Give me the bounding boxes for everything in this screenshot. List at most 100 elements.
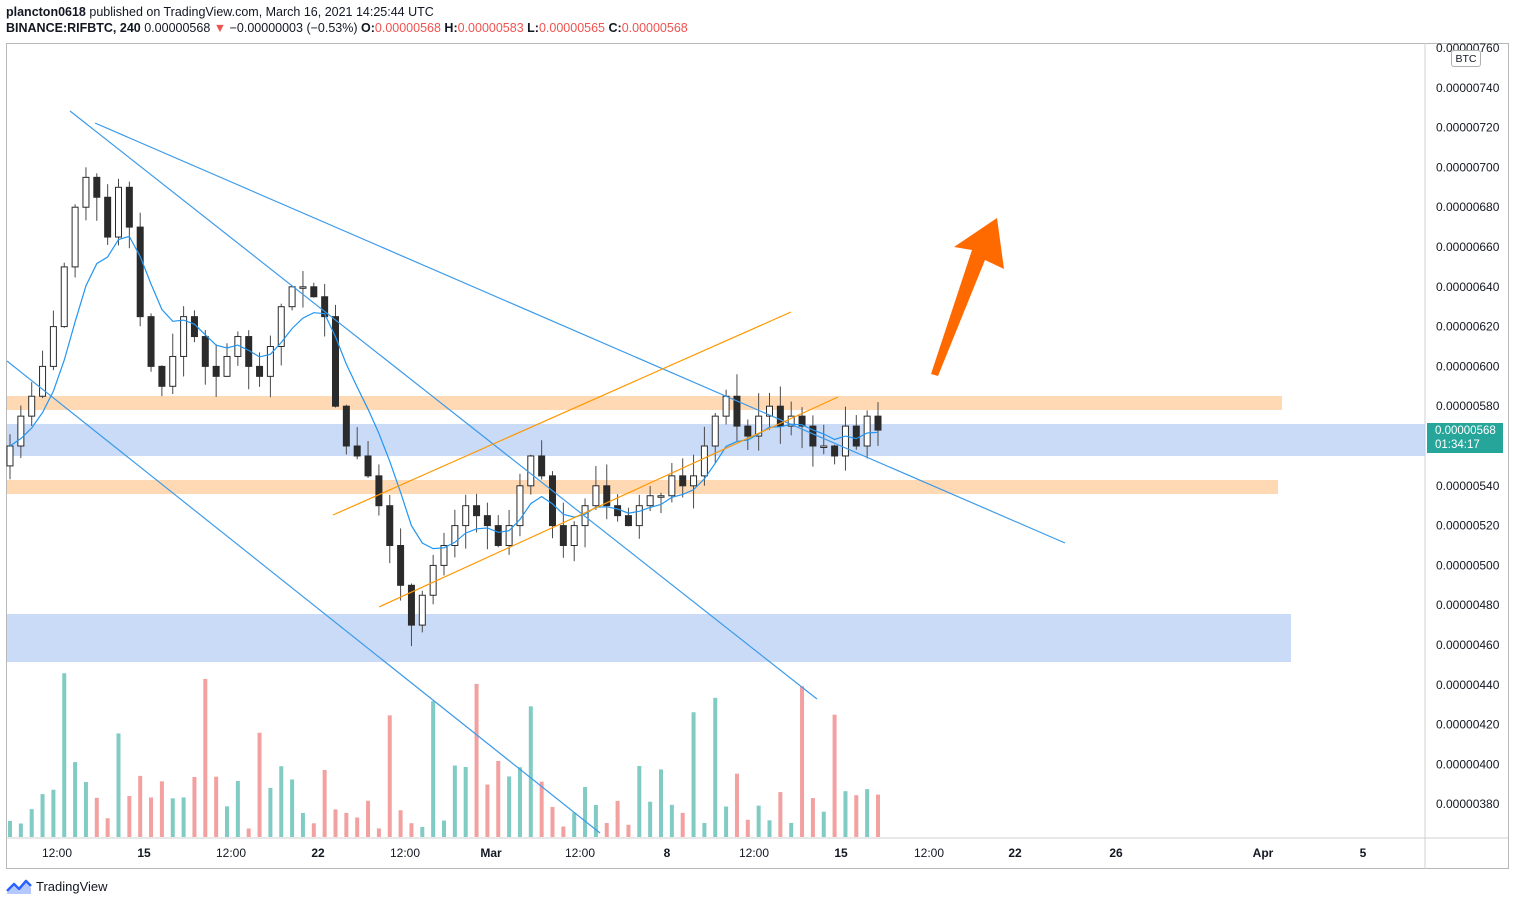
candle-body xyxy=(711,415,719,447)
volume-bar xyxy=(821,811,826,837)
candle-body xyxy=(256,365,264,377)
volume-bar xyxy=(669,804,674,837)
price-tick-label: 0.00000740 xyxy=(1436,81,1500,95)
current-price-value: 0.00000568 xyxy=(1435,425,1496,437)
candle-body xyxy=(646,495,654,507)
channel-upper-line[interactable] xyxy=(332,311,792,516)
bar-countdown: 01:34:17 xyxy=(1435,439,1480,451)
descending-trendline-steep[interactable] xyxy=(69,110,818,700)
volume-bar xyxy=(29,809,34,837)
drawing-tools[interactable] xyxy=(6,110,1066,834)
candle-body xyxy=(603,485,611,507)
volume-bar xyxy=(626,824,631,837)
candle-body xyxy=(494,525,502,546)
price-tick-label: 0.00000480 xyxy=(1436,598,1500,612)
candle-body xyxy=(39,365,47,397)
volume-bar xyxy=(355,817,360,837)
low-value: 0.00000565 xyxy=(538,21,606,35)
open-value: 0.00000568 xyxy=(374,21,441,35)
candle-body xyxy=(125,186,133,228)
bullish-arrow-icon[interactable] xyxy=(931,218,1004,376)
volume-bar xyxy=(149,797,154,837)
symbol-label: BINANCE:RIFBTC, 240 xyxy=(6,21,141,35)
volume-bar xyxy=(680,812,685,837)
candle-body xyxy=(657,495,665,498)
volume-bar xyxy=(116,733,121,837)
volume-bar xyxy=(832,714,837,837)
close-label: C: xyxy=(608,21,622,35)
candle-body xyxy=(386,505,394,547)
price-tick-label: 0.00000660 xyxy=(1436,240,1500,254)
candle-body xyxy=(614,505,622,517)
last-price: 0.00000568 xyxy=(144,21,211,35)
volume-bar xyxy=(62,673,67,837)
volume-bar xyxy=(876,794,880,837)
time-tick-label: 12:00 xyxy=(914,846,944,860)
volume-bar xyxy=(290,779,295,837)
candle-body xyxy=(700,445,708,477)
candle-body xyxy=(321,296,329,318)
channel-lower-line[interactable] xyxy=(378,396,839,608)
volume-bar xyxy=(225,806,229,837)
volume-bar xyxy=(843,791,848,837)
moving-average-line xyxy=(9,235,879,550)
candle-body xyxy=(332,316,339,407)
candle-body xyxy=(733,395,741,427)
volume-bar xyxy=(18,823,23,837)
resistance-zone-upper[interactable] xyxy=(7,396,1282,410)
candle-body xyxy=(581,505,589,527)
volume-bar xyxy=(604,823,609,837)
candle-body xyxy=(483,515,491,527)
candle-body xyxy=(310,286,318,298)
candle-body xyxy=(516,485,524,527)
candle-body xyxy=(115,186,122,238)
candle-body xyxy=(624,515,632,527)
volume-bar xyxy=(409,823,414,837)
price-tick-label: 0.00000500 xyxy=(1436,558,1500,572)
publish-line: plancton0618 published on TradingView.co… xyxy=(6,4,1106,20)
tradingview-brand[interactable]: TradingView xyxy=(36,878,108,894)
time-axis[interactable]: 12:00 15 12:00 22 12:00 Mar 12:00 8 12:00 15 12:00… xyxy=(42,846,1367,860)
low-label: L: xyxy=(527,21,539,35)
volume-bar xyxy=(387,715,392,837)
candle-body xyxy=(201,336,209,367)
descending-trendline-lower[interactable] xyxy=(6,360,601,834)
candle-body xyxy=(831,445,839,457)
candle-body xyxy=(342,405,350,447)
price-tick-label: 0.00000520 xyxy=(1436,519,1500,533)
volume-bar xyxy=(192,776,197,837)
time-tick-label: Mar xyxy=(480,846,502,860)
price-tick-label: 0.00000400 xyxy=(1436,757,1500,771)
volume-bar xyxy=(572,812,577,837)
volume-bar xyxy=(203,678,208,837)
symbol-line: BINANCE:RIFBTC, 240 0.00000568 ▼ −0.0000… xyxy=(6,20,1106,36)
time-tick-label: 22 xyxy=(311,846,325,860)
volume-bar xyxy=(474,683,479,837)
volume-bar xyxy=(550,806,555,837)
volume-bar xyxy=(702,822,707,837)
volume-bar xyxy=(268,787,273,837)
volume-bar xyxy=(734,773,739,837)
price-axis[interactable]: 0.000007600.000007400.000007200.00000700… xyxy=(1436,41,1500,811)
descending-trendline-long[interactable] xyxy=(94,122,1066,544)
volume-bar xyxy=(214,776,219,837)
tradingview-logo-icon[interactable] xyxy=(6,878,32,894)
volume-bar xyxy=(561,826,566,837)
candle-body xyxy=(375,475,383,507)
volume-bar xyxy=(257,732,262,837)
time-tick-label: 22 xyxy=(1008,846,1022,860)
candle-body xyxy=(17,415,25,447)
candle-body xyxy=(49,326,57,367)
time-tick-label: 12:00 xyxy=(565,846,595,860)
currency-unit-badge[interactable]: BTC xyxy=(1451,50,1481,67)
candle-body xyxy=(679,475,687,487)
volume-bar xyxy=(800,686,805,837)
candle-body xyxy=(841,425,849,457)
candle-body xyxy=(147,316,155,367)
volume-bar xyxy=(539,781,544,837)
publisher-username[interactable]: plancton0618 xyxy=(6,5,86,19)
demand-zone-lower[interactable] xyxy=(7,614,1291,662)
candle-body xyxy=(570,525,578,546)
candle-body xyxy=(820,445,828,448)
